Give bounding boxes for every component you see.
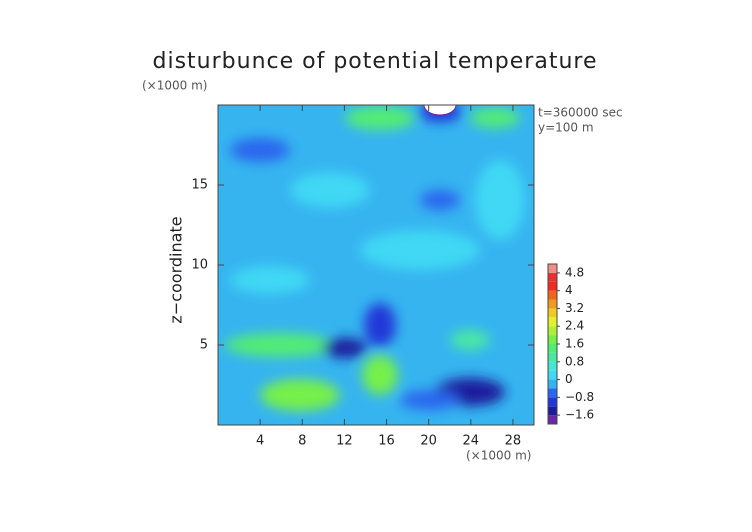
colorbar-swatch [548, 406, 557, 416]
colorbar-label: 1.6 [565, 337, 584, 351]
colorbar-label: 0.8 [565, 354, 584, 368]
colorbar-label: 3.2 [565, 301, 584, 315]
x-tick-label: 12 [336, 434, 353, 449]
colorbar-swatch [548, 361, 557, 371]
colorbar-label: −0.8 [565, 390, 594, 404]
x-tick-label: 8 [298, 434, 306, 449]
colorbar-swatch [548, 281, 557, 291]
colorbar-label: 4.8 [565, 265, 584, 279]
colorbar-label: 4 [565, 283, 573, 297]
x-tick-label: 24 [463, 434, 480, 449]
colorbar-swatch [548, 299, 557, 309]
colorbar-swatch [548, 344, 557, 353]
colorbar-swatch [548, 352, 557, 362]
y-tick-label: 10 [191, 258, 208, 273]
contour-field [218, 105, 534, 425]
y-axis-label: z−coordinate [167, 216, 186, 323]
x-tick-label: 28 [505, 434, 522, 449]
colorbar-label: 2.4 [565, 319, 584, 333]
chart-title: disturbunce of potential temperature [153, 49, 598, 74]
annotation: t=360000 sec [538, 106, 623, 120]
x-tick-label: 4 [256, 434, 264, 449]
colorbar-swatch [548, 272, 557, 282]
y-unit: (×1000 m) [142, 79, 207, 93]
y-tick-label: 5 [200, 338, 208, 353]
x-unit: (×1000 m) [466, 449, 531, 463]
colorbar-swatch [548, 335, 557, 344]
x-tick-label: 20 [420, 434, 437, 449]
colorbar-label: −1.6 [565, 408, 594, 422]
x-tick-label: 16 [378, 434, 395, 449]
colorbar-swatch [548, 326, 557, 336]
colorbar-label: 0 [565, 372, 573, 386]
colorbar-swatch [548, 397, 557, 407]
colorbar-swatch [548, 317, 557, 327]
colorbar-swatch [548, 308, 557, 318]
colorbar-swatch [548, 379, 557, 389]
colorbar-swatch [548, 388, 557, 398]
annotation: y=100 m [538, 121, 594, 135]
colorbar-swatch [548, 290, 557, 300]
colorbar-swatch [548, 370, 557, 380]
y-tick-label: 15 [191, 178, 208, 193]
colorbar-swatch [548, 415, 557, 424]
colorbar-swatch [548, 264, 557, 273]
